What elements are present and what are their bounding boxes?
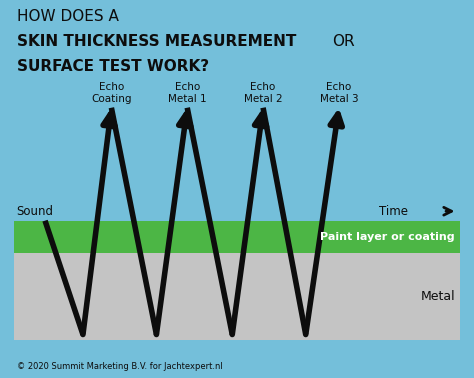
Text: Metal: Metal (420, 290, 455, 303)
Text: © 2020 Summit Marketing B.V. for Jachtexpert.nl: © 2020 Summit Marketing B.V. for Jachtex… (17, 362, 222, 371)
Bar (14, 221, 460, 254)
Text: OR: OR (332, 34, 355, 49)
Text: HOW DOES A: HOW DOES A (17, 9, 118, 25)
Text: Sound: Sound (17, 205, 54, 218)
Text: SURFACE TEST WORK?: SURFACE TEST WORK? (17, 59, 209, 74)
Text: Echo
Metal 1: Echo Metal 1 (168, 82, 207, 104)
Text: Echo
Metal 3: Echo Metal 3 (319, 82, 358, 104)
Text: Paint layer or coating: Paint layer or coating (320, 232, 455, 242)
Text: Echo
Metal 2: Echo Metal 2 (244, 82, 283, 104)
Text: Echo
Coating: Echo Coating (91, 82, 132, 104)
Text: Time: Time (379, 205, 408, 218)
Text: SKIN THICKNESS MEASUREMENT: SKIN THICKNESS MEASUREMENT (17, 34, 296, 49)
Bar (14, 254, 460, 340)
